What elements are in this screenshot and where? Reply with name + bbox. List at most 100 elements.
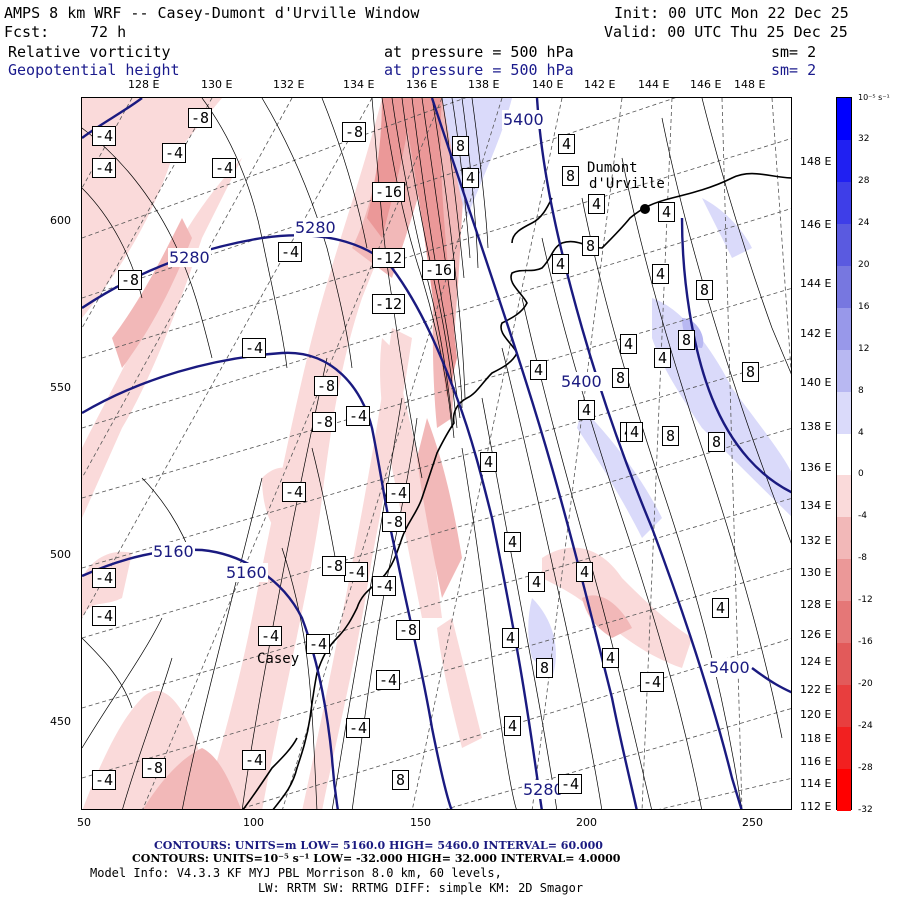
colorbar-tick-label: 28 <box>858 175 870 186</box>
right-lat-label: 148 E <box>800 155 832 168</box>
colorbar-swatch <box>837 475 851 518</box>
colorbar-tick-label: -4 <box>858 511 867 522</box>
vorticity-label-positive: 8 <box>582 236 600 256</box>
height-contour-label: 5400 <box>502 110 545 129</box>
colorbar-swatch <box>837 307 851 351</box>
top-lon-label: 142 E <box>584 78 616 91</box>
vorticity-label-negative: -4 <box>346 406 371 426</box>
right-lat-label: 120 E <box>800 708 832 721</box>
model-info: Model Info: V4.3.3 KF MYJ PBL Morrison 8… <box>90 866 502 880</box>
vorticity-label-positive: 8 <box>452 136 470 156</box>
vorticity-label-positive: 8 <box>392 770 410 790</box>
vorticity-label-negative: -4 <box>386 483 411 503</box>
colorbar-swatch <box>837 601 851 644</box>
model-physics: LW: RRTM SW: RRTMG DIFF: simple KM: 2D S… <box>258 881 584 895</box>
casey-label: Casey <box>257 651 300 667</box>
dumont-label-line2: d'Urville <box>589 176 665 192</box>
y-tick-label: 600 <box>50 214 71 227</box>
vorticity-label-negative: -8 <box>322 556 347 576</box>
vorticity-label-positive: 4 <box>462 168 480 188</box>
vorticity-label-positive: 8 <box>562 166 580 186</box>
height-contour-label: 5160 <box>152 542 195 561</box>
colorbar-tick-label: 32 <box>858 133 870 144</box>
vorticity-label-negative: -12 <box>372 248 406 268</box>
top-lon-label: 148 E <box>734 78 766 91</box>
vorticity-label-positive: 4 <box>588 194 606 214</box>
model-title: AMPS 8 km WRF -- Casey-Dumont d'Urville … <box>4 4 420 22</box>
vorticity-label-negative: -4 <box>242 338 267 358</box>
vorticity-label-positive: 8 <box>742 362 760 382</box>
vorticity-label-negative: -8 <box>142 758 167 778</box>
top-lon-label: 140 E <box>532 78 564 91</box>
right-lat-label: 122 E <box>800 683 832 696</box>
colorbar-tick-label: -20 <box>858 679 873 690</box>
right-lat-label: 116 E <box>800 755 832 768</box>
right-lat-label: 146 E <box>800 218 832 231</box>
vorticity-label-positive: 4 <box>712 598 730 618</box>
vorticity-label-positive: 4 <box>620 334 638 354</box>
right-lat-label: 126 E <box>800 628 832 641</box>
colorbar-tick-label: -16 <box>858 637 873 648</box>
colorbar-tick-label: -12 <box>858 595 873 606</box>
init-time: Init: 00 UTC Mon 22 Dec 25 <box>614 4 849 22</box>
height-contour-label: 5400 <box>708 658 751 677</box>
vorticity-label-negative: -8 <box>312 412 337 432</box>
vorticity-label-negative: -4 <box>346 718 371 738</box>
colorbar-tick-label: 8 <box>858 385 864 396</box>
top-lon-label: 134 E <box>343 78 375 91</box>
vorticity-label-negative: -4 <box>92 126 117 146</box>
colorbar-tick-label: 4 <box>858 427 864 438</box>
latlon-grid <box>82 98 791 809</box>
vorticity-label-negative: -4 <box>282 482 307 502</box>
colorbar-unit: 10⁻⁵ s⁻¹ <box>858 93 890 102</box>
positive-vorticity-shading <box>442 98 791 678</box>
vorticity-label-negative: -16 <box>422 260 456 280</box>
vorticity-label-positive: 4 <box>480 452 498 472</box>
x-tick-label: 150 <box>410 816 431 829</box>
valid-time: Valid: 00 UTC Thu 25 Dec 25 <box>604 23 848 41</box>
colorbar-swatch <box>837 559 851 602</box>
vorticity-label-positive: 4 <box>528 572 546 592</box>
vorticity-label-positive: 4 <box>652 264 670 284</box>
height-contour-label: 5280 <box>168 248 211 267</box>
x-tick-label: 50 <box>77 816 91 829</box>
colorbar-tick-label: -8 <box>858 553 867 564</box>
vorticity-label-positive: 4 <box>654 348 672 368</box>
vorticity-label-positive: 8 <box>708 432 726 452</box>
field1-level: at pressure = 500 hPa <box>384 43 574 61</box>
vorticity-label-positive: 4 <box>576 562 594 582</box>
top-lon-label: 144 E <box>638 78 670 91</box>
vorticity-label-negative: -4 <box>242 750 267 770</box>
vorticity-label-negative: -4 <box>344 562 369 582</box>
colorbar-swatch <box>837 769 851 812</box>
colorbar-tick-label: 20 <box>858 259 870 270</box>
x-tick-label: 200 <box>576 816 597 829</box>
height-contour-label: 5160 <box>225 563 268 582</box>
right-lat-label: 142 E <box>800 327 832 340</box>
map-svg <box>82 98 791 809</box>
right-lat-label: 124 E <box>800 655 832 668</box>
vorticity-label-negative: -12 <box>372 294 406 314</box>
colorbar-tick-label: 24 <box>858 217 870 228</box>
vorticity-label-positive: 4 <box>578 400 596 420</box>
colorbar-swatch <box>837 391 851 435</box>
vorticity-label-negative: -4 <box>258 626 283 646</box>
vorticity-label-negative: -4 <box>212 158 237 178</box>
right-lat-label: 138 E <box>800 420 832 433</box>
colorbar-swatch <box>837 349 851 393</box>
vorticity-label-negative: -4 <box>92 158 117 178</box>
map-panel: 5400 5280 5280 5400 5160 5160 5400 5280 -4 -8 -4-… <box>81 97 792 810</box>
right-lat-label: 144 E <box>800 277 832 290</box>
height-contour-label: 5400 <box>560 372 603 391</box>
vorticity-label-positive: 4 <box>658 202 676 222</box>
vorticity-label-positive: 4 <box>504 716 522 736</box>
colorbar-swatch <box>837 223 851 267</box>
vorticity-label-negative: -4 <box>92 770 117 790</box>
vorticity-label-negative: -8 <box>314 376 339 396</box>
dumont-station-marker <box>640 204 650 214</box>
vorticity-label-negative: -4 <box>162 143 187 163</box>
colorbar-tick-label: -24 <box>858 721 873 732</box>
vorticity-label-negative: -8 <box>382 512 407 532</box>
right-lat-label: 134 E <box>800 499 832 512</box>
vorticity-label-positive: 4 <box>502 628 520 648</box>
